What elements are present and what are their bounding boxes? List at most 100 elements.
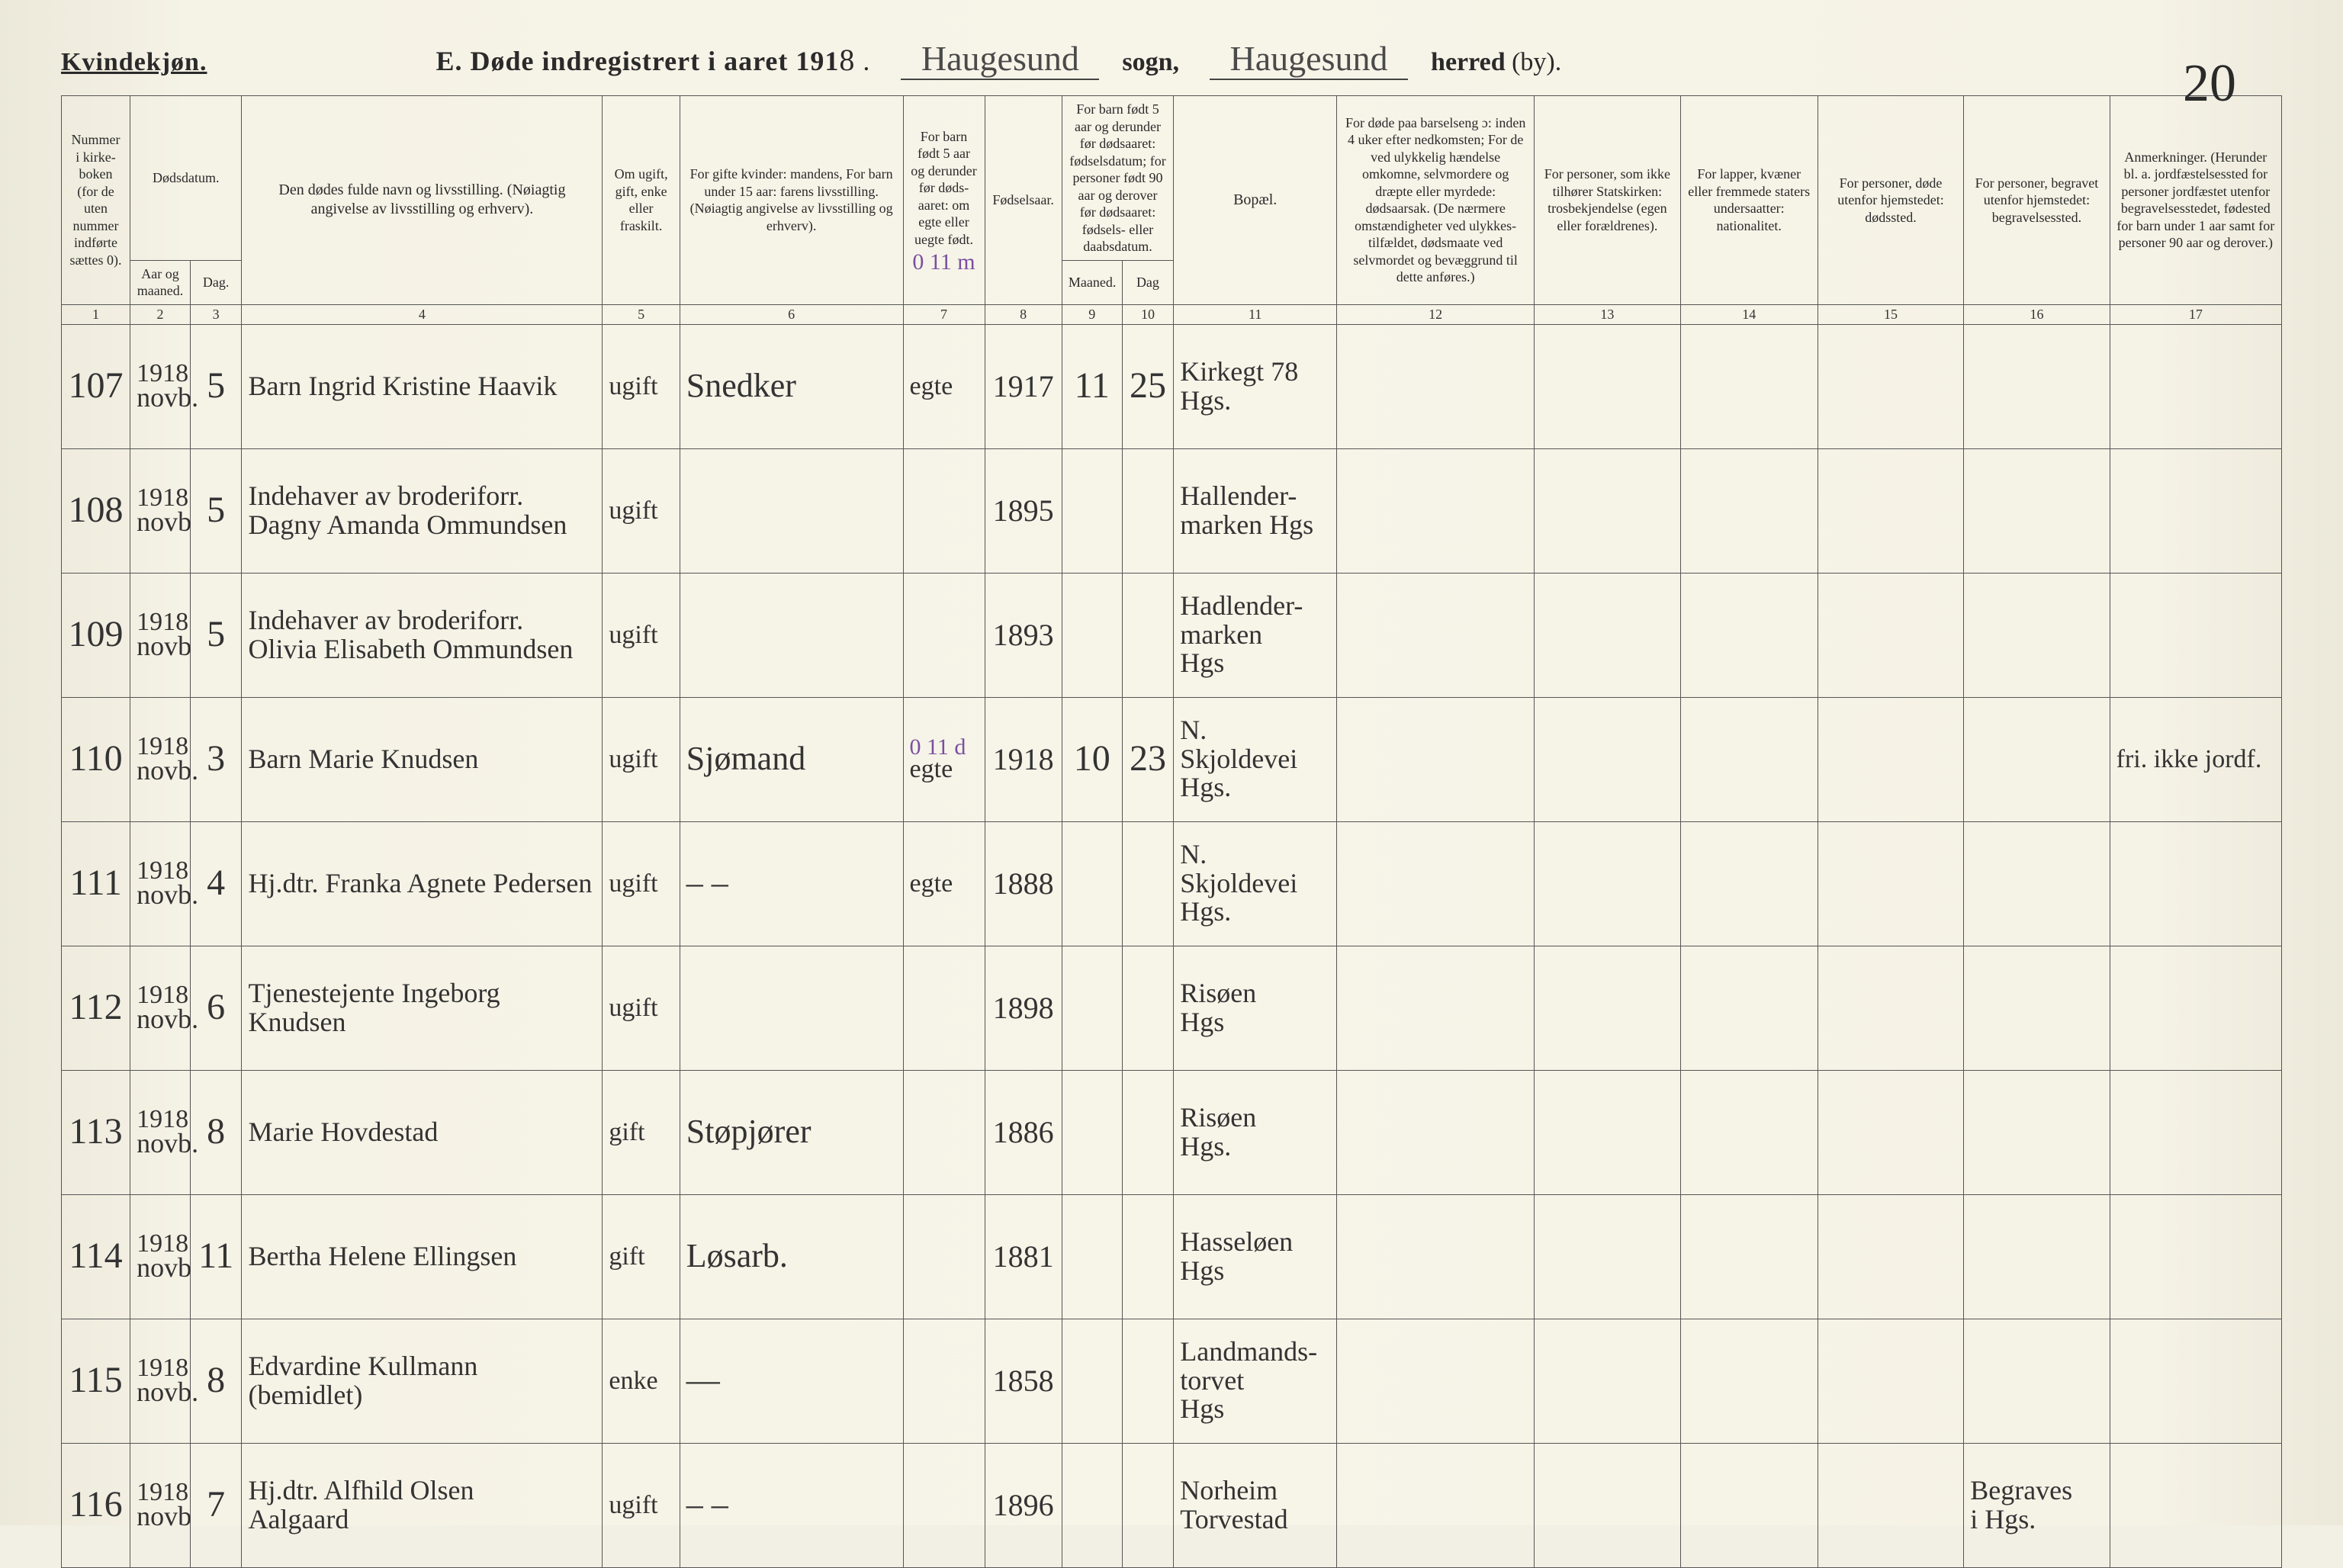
row-residence: RisøenHgs. — [1174, 1070, 1337, 1194]
row-c14 — [1680, 821, 1818, 946]
table-row: 1141918novb11Bertha Helene Ellingsengift… — [62, 1194, 2282, 1319]
row-birth-year: 1888 — [985, 821, 1062, 946]
row-c15 — [1818, 1194, 1963, 1319]
row-c12 — [1337, 448, 1535, 573]
row-c16 — [1964, 1070, 2110, 1194]
col-2-3-group: Dødsdatum. — [130, 96, 242, 261]
sogn-name: Haugesund — [901, 38, 1099, 80]
row-c13 — [1535, 946, 1680, 1070]
row-birth-month — [1062, 1319, 1122, 1443]
row-number: 116 — [62, 1443, 130, 1567]
row-residence: N. SkjoldeveiHgs. — [1174, 697, 1337, 821]
table-row: 1091918novb5Indehaver av broderiforr.Oli… — [62, 573, 2282, 697]
herred-label: herred (by). — [1431, 48, 1561, 77]
row-legit: 0 11 degte — [903, 697, 985, 821]
row-year-month: 1918novb — [130, 1443, 191, 1567]
colnum: 8 — [985, 304, 1062, 324]
row-c14 — [1680, 1319, 1818, 1443]
col-12-header: For døde paa barselseng ɔ: inden 4 uker … — [1337, 96, 1535, 305]
row-c17 — [2110, 1070, 2281, 1194]
row-residence: Hadlender-markenHgs — [1174, 573, 1337, 697]
colnum: 10 — [1122, 304, 1174, 324]
colnum: 15 — [1818, 304, 1963, 324]
row-birth-year: 1893 — [985, 573, 1062, 697]
row-status: ugift — [603, 697, 680, 821]
column-numbers-row: 1 2 3 4 5 6 7 8 9 10 11 12 13 14 15 16 1… — [62, 304, 2282, 324]
row-c16 — [1964, 324, 2110, 448]
row-c15 — [1818, 697, 1963, 821]
col-13-header: For personer, som ikke tilhører Statskir… — [1535, 96, 1680, 305]
row-birth-day — [1122, 1319, 1174, 1443]
row-name: Hj.dtr. Alfhild OlsenAalgaard — [242, 1443, 603, 1567]
row-c16 — [1964, 821, 2110, 946]
row-birth-month — [1062, 1443, 1122, 1567]
title-prefix: E. Døde indregistrert i aaret 191 — [435, 46, 839, 76]
col-8-header: Fødsels­aar. — [985, 96, 1062, 305]
table-body: 1071918novb.5Barn Ingrid Kristine Haavik… — [62, 324, 2282, 1567]
row-name: Hj.dtr. Franka Agnete Pedersen — [242, 821, 603, 946]
row-c15 — [1818, 1443, 1963, 1567]
row-year-month: 1918novb — [130, 1194, 191, 1319]
row-c14 — [1680, 697, 1818, 821]
death-register-table: Nummer i kirke­boken (for de uten nummer… — [61, 95, 2282, 1568]
col-10-header: Dag — [1122, 260, 1174, 304]
col-5-header: Om ugift, gift, enke eller fraskilt. — [603, 96, 680, 305]
row-year-month: 1918novb. — [130, 821, 191, 946]
row-status: ugift — [603, 448, 680, 573]
row-c12 — [1337, 697, 1535, 821]
row-c12 — [1337, 573, 1535, 697]
row-c17 — [2110, 821, 2281, 946]
colnum: 7 — [903, 304, 985, 324]
title-line: E. Døde indregistrert i aaret 1918 . — [435, 42, 870, 78]
colnum: 3 — [190, 304, 242, 324]
page-number: 20 — [2183, 53, 2236, 114]
row-c15 — [1818, 324, 1963, 448]
page-header: Kvindekjøn. E. Døde indregistrert i aare… — [61, 38, 2282, 80]
row-number: 113 — [62, 1070, 130, 1194]
row-birth-year: 1881 — [985, 1194, 1062, 1319]
row-c16 — [1964, 1194, 2110, 1319]
row-year-month: 1918novb. — [130, 1319, 191, 1443]
col-16-header: For personer, begravet utenfor hjemstede… — [1964, 96, 2110, 305]
row-birth-day — [1122, 946, 1174, 1070]
row-c16: Begravesi Hgs. — [1964, 1443, 2110, 1567]
row-name: Edvardine Kullmann(bemidlet) — [242, 1319, 603, 1443]
row-occupation: — — [680, 1319, 903, 1443]
colnum: 11 — [1174, 304, 1337, 324]
row-occupation: Sjømand — [680, 697, 903, 821]
row-number: 109 — [62, 573, 130, 697]
row-c13 — [1535, 448, 1680, 573]
row-occupation — [680, 946, 903, 1070]
row-legit: egte — [903, 821, 985, 946]
row-c13 — [1535, 697, 1680, 821]
row-status: ugift — [603, 573, 680, 697]
row-name: Marie Hovdestad — [242, 1070, 603, 1194]
colnum: 2 — [130, 304, 191, 324]
row-occupation: – – — [680, 1443, 903, 1567]
row-number: 112 — [62, 946, 130, 1070]
row-birth-day — [1122, 821, 1174, 946]
row-status: ugift — [603, 821, 680, 946]
herred-block: Haugesund herred (by). — [1210, 38, 1561, 80]
register-page: Kvindekjøn. E. Døde indregistrert i aare… — [0, 0, 2343, 1525]
row-c13 — [1535, 324, 1680, 448]
row-c14 — [1680, 946, 1818, 1070]
row-occupation: – – — [680, 821, 903, 946]
row-legit — [903, 1443, 985, 1567]
table-row: 1161918novb7Hj.dtr. Alfhild OlsenAalgaar… — [62, 1443, 2282, 1567]
col-9-10-group: For barn født 5 aar og der­under før død… — [1062, 96, 1173, 261]
row-c13 — [1535, 1319, 1680, 1443]
row-c14 — [1680, 448, 1818, 573]
row-year-month: 1918novb — [130, 448, 191, 573]
row-legit: egte — [903, 324, 985, 448]
row-c12 — [1337, 1194, 1535, 1319]
row-birth-month — [1062, 573, 1122, 697]
row-legit — [903, 448, 985, 573]
row-birth-month: 11 — [1062, 324, 1122, 448]
col-7-text: For barn født 5 aar og derunder før døds… — [911, 129, 976, 247]
row-day: 5 — [190, 448, 242, 573]
table-row: 1111918novb.4Hj.dtr. Franka Agnete Peder… — [62, 821, 2282, 946]
row-status: ugift — [603, 1443, 680, 1567]
row-c14 — [1680, 324, 1818, 448]
row-c15 — [1818, 1070, 1963, 1194]
